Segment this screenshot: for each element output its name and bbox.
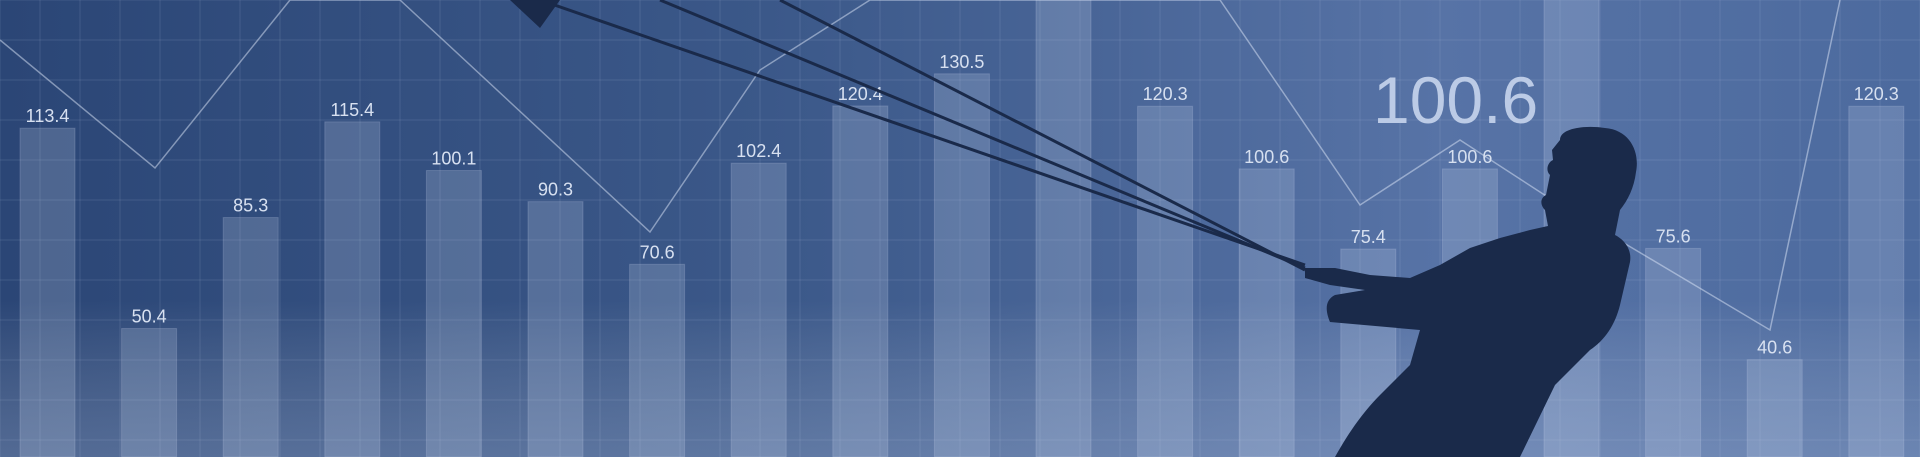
bar-value-label: 75.6 bbox=[1656, 226, 1691, 246]
bar-value-label: 75.4 bbox=[1351, 227, 1386, 247]
highlight-value: 100.6 bbox=[1373, 62, 1538, 138]
bar-value-label: 100.1 bbox=[431, 148, 476, 168]
bar-value-label: 100.6 bbox=[1244, 147, 1289, 167]
bar-value-label: 100.6 bbox=[1447, 147, 1492, 167]
bar-value-label: 102.4 bbox=[736, 141, 781, 161]
bar-value-label: 85.3 bbox=[233, 196, 268, 216]
bar-value-label: 115.4 bbox=[330, 100, 374, 120]
bar-value-label: 130.5 bbox=[939, 52, 984, 72]
bar-value-label: 113.4 bbox=[26, 106, 70, 126]
arrow-head-icon bbox=[510, 0, 560, 28]
bar-value-label: 90.3 bbox=[538, 180, 573, 200]
bar-value-label: 120.3 bbox=[1854, 84, 1899, 104]
bar-value-label: 120.4 bbox=[838, 84, 883, 104]
bar-value-label: 120.3 bbox=[1143, 84, 1188, 104]
bar-value-label: 70.6 bbox=[640, 242, 675, 262]
